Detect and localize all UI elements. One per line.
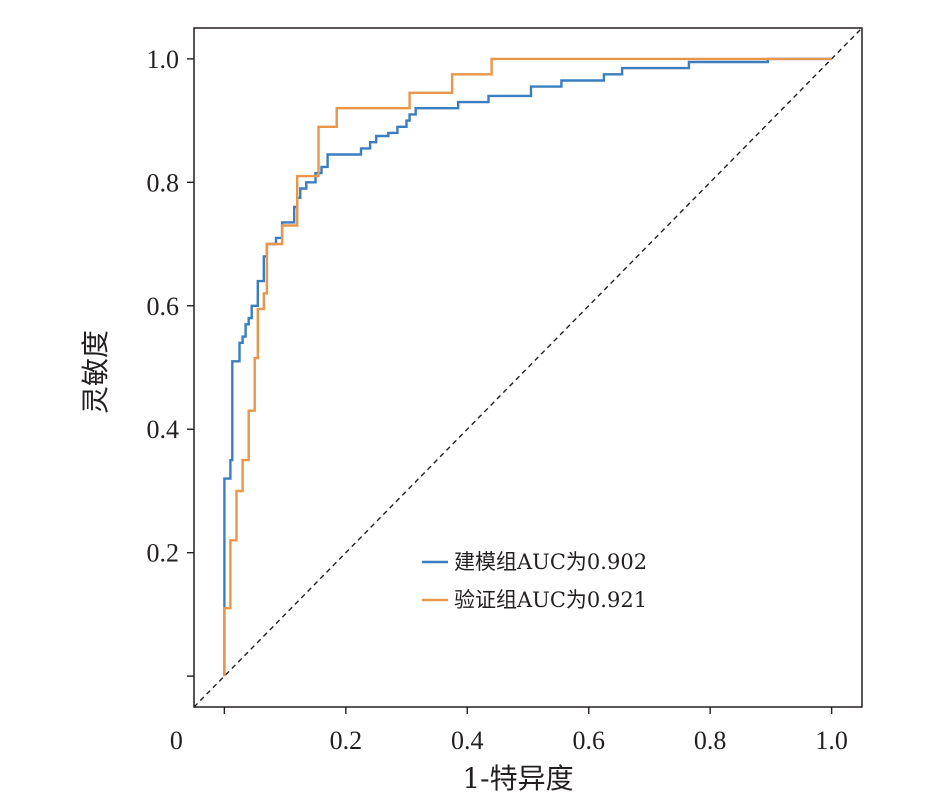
y-tick-label: 0.4 <box>147 415 180 444</box>
legend: 建模组AUC为0.902 验证组AUC为0.921 <box>422 550 647 612</box>
x-axis-title: 1-特异度 <box>462 762 573 795</box>
legend-label-validation: 验证组AUC为0.921 <box>454 588 647 612</box>
y-tick-label: 0.6 <box>147 292 180 321</box>
x-tick-label: 0.4 <box>451 726 484 755</box>
legend-label-training: 建模组AUC为0.902 <box>454 550 647 574</box>
series-layer <box>223 57 832 677</box>
x-tick-label: 0.2 <box>330 726 363 755</box>
y-axis-title: 灵敏度 <box>79 330 112 414</box>
plot-frame <box>193 27 863 708</box>
x-axis-ticks: 0 0.2 0.4 0.6 0.8 1.0 <box>170 707 848 755</box>
x-tick-label: 0 <box>170 726 183 755</box>
reference-diagonal <box>193 27 863 708</box>
roc-curve-validation <box>223 57 832 677</box>
y-tick-label: 0.8 <box>147 168 180 197</box>
y-axis-ticks: 0.2 0.4 0.6 0.8 1.0 <box>147 45 194 677</box>
y-tick-label: 1.0 <box>147 45 180 74</box>
x-tick-label: 1.0 <box>815 726 848 755</box>
y-tick-label: 0.2 <box>147 539 180 568</box>
x-tick-label: 0.8 <box>694 726 727 755</box>
x-tick-label: 0.6 <box>572 726 605 755</box>
